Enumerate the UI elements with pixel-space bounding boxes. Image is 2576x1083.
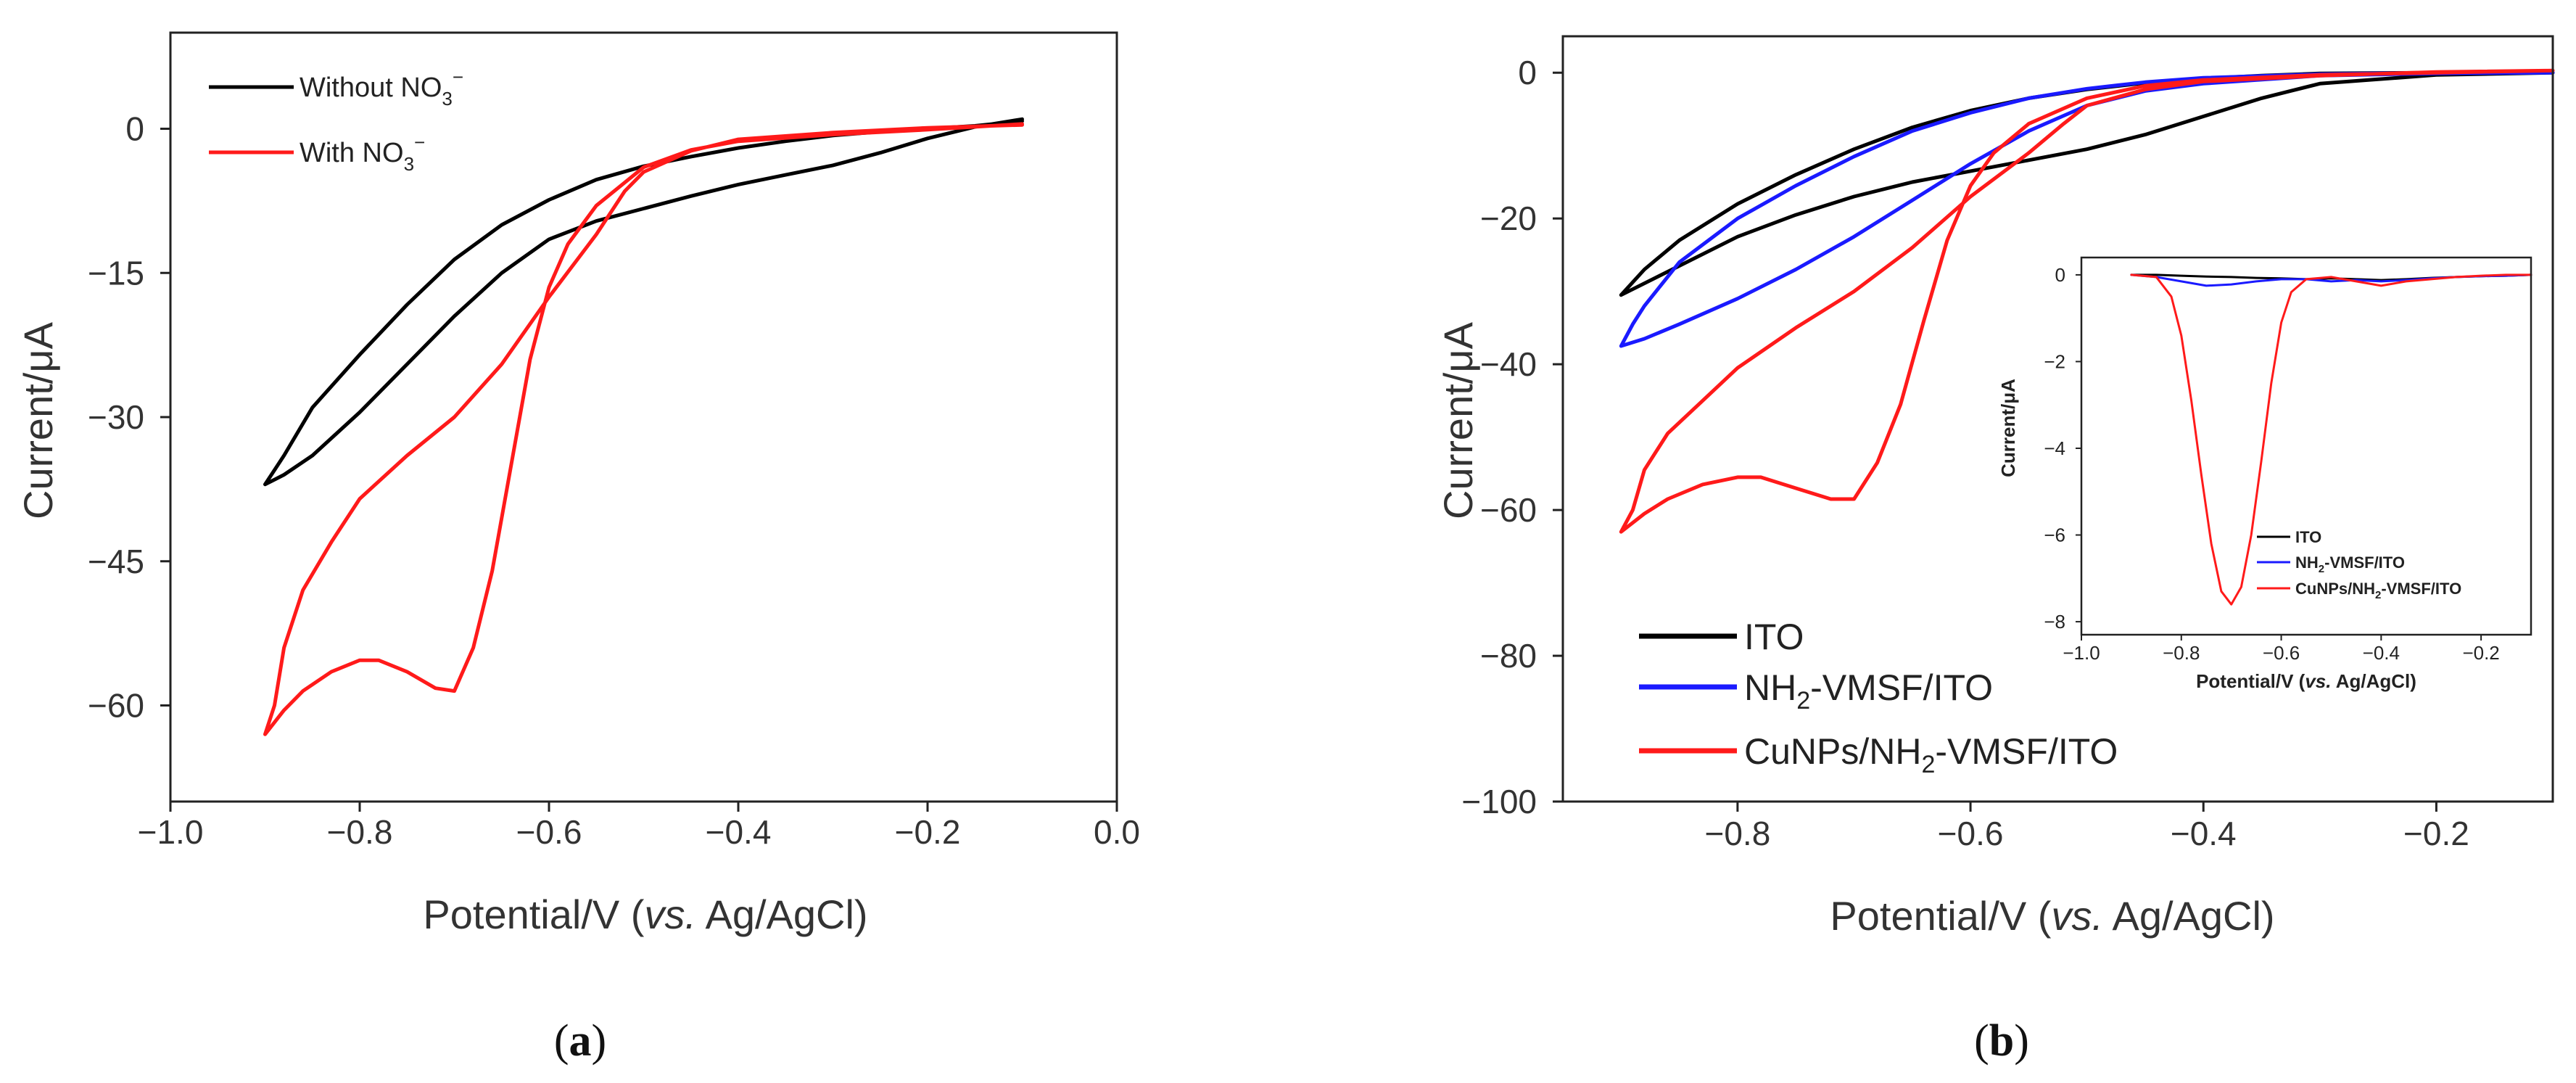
inset-background [2081,258,2531,635]
b-panel-caption: (b) [1974,1016,2029,1066]
panel-a: −1.0 −0.8 −0.6 −0.4 −0.2 0.0 0 −15 −30 −45 −60 Wit… [15,31,1140,1066]
b-plot-frame [1561,35,2554,803]
b-legend-label-cunps: CuNPs/NH2-VMSF/ITO [1744,731,2118,778]
a-y-tick-label: −60 [88,687,144,725]
a-x-tick-label: −1.0 [138,813,204,851]
b-x-tick-label: −0.2 [2403,815,2469,852]
inset-legend: ITO NH2-VMSF/ITO CuNPs/NH2-VMSF/ITO [2257,528,2461,601]
inset-series-cunps-nh2-vmsf-ito [2130,273,2532,606]
a-x-tick-label: 0.0 [1094,813,1140,851]
inset-ticks: −1.0 −0.8 −0.6 −0.4 −0.2 0 −2 −4 −6 −8 [2044,264,2499,664]
b-y-tick-label: 0 [1518,54,1537,91]
a-y-tick-label: −30 [88,398,144,436]
b-x-axis-label: Potential/V (vs. Ag/AgCl) [1830,893,2274,939]
b-legend-label-ito: ITO [1744,617,1804,657]
inset-series-group [2130,273,2532,606]
b-x-tick-label: −0.6 [1938,815,2004,852]
a-series-without-no3 [263,117,1024,487]
a-legend-label-with: With NO3− [300,131,425,175]
a-x-tick-label: −0.8 [327,813,393,851]
a-series-group [263,117,1024,736]
inset-plot-frame [2080,256,2532,636]
b-ticks: −0.8 −0.6 −0.4 −0.20−20−40−60−80−100 [1461,54,2469,852]
b-legend-label-nh2: NH2-VMSF/ITO [1744,667,1993,715]
inset-legend-label-nh2: NH2-VMSF/ITO [2295,553,2405,575]
a-panel-caption: (a) [554,1016,606,1066]
inset-x-axis-label: Potential/V (vs. Ag/AgCl) [2196,670,2416,692]
a-x-tick-label: −0.2 [895,813,961,851]
inset-y-tick-label: −6 [2044,524,2065,546]
a-y-tick-label: 0 [125,110,144,148]
inset-legend-label-ito: ITO [2295,528,2321,546]
a-y-tick-label: −15 [88,254,144,292]
b-legend: ITO NH2-VMSF/ITO CuNPs/NH2-VMSF/ITO [1639,617,2118,778]
inset-x-tick-label: −0.8 [2163,642,2200,664]
a-ticks: −1.0 −0.8 −0.6 −0.4 −0.2 0.0 0 −15 −30 −45 −60 [88,110,1140,852]
inset-x-tick-label: −0.2 [2462,642,2499,664]
b-y-axis-label: Current/μA [1435,321,1481,519]
inset-x-tick-label: −0.6 [2263,642,2300,664]
b-y-tick-label: −80 [1480,637,1537,675]
inset-y-tick-label: −8 [2044,611,2065,633]
inset-y-axis-label: Current/μA [1997,379,2019,477]
b-y-tick-label: −60 [1480,491,1537,529]
inset-x-tick-label: −0.4 [2363,642,2400,664]
a-y-tick-label: −45 [88,543,144,580]
a-legend: Without NO3− With NO3− [209,66,463,175]
b-y-tick-label: −40 [1480,345,1537,383]
a-series-with-no3 [263,122,1024,736]
inset-x-tick-label: −1.0 [2063,642,2100,664]
a-x-tick-label: −0.6 [516,813,582,851]
inset-legend-label-cunps: CuNPs/NH2-VMSF/ITO [2295,580,2461,601]
a-plot-frame [169,31,1118,803]
panel-b: −0.8 −0.6 −0.4 −0.20−20−40−60−80−100 ITO NH… [1435,35,2555,1066]
a-legend-label-without: Without NO3− [300,66,463,110]
a-y-axis-label: Current/μA [15,321,61,519]
inset-y-tick-label: −4 [2044,437,2065,459]
b-x-tick-label: −0.4 [2171,815,2237,852]
a-x-axis-label: Potential/V (vs. Ag/AgCl) [423,891,867,937]
b-inset: −1.0 −0.8 −0.6 −0.4 −0.2 0 −2 −4 −6 −8 ITO NH2-VM… [1997,256,2532,692]
b-x-tick-label: −0.8 [1704,815,1770,852]
inset-y-tick-label: 0 [2055,264,2065,286]
inset-y-tick-label: −2 [2044,350,2065,372]
b-y-tick-label: −20 [1480,199,1537,237]
b-y-tick-label: −100 [1461,783,1537,820]
a-x-tick-label: −0.4 [706,813,772,851]
b-series-group [1619,68,2555,534]
b-series-cunps-nh2-vmsf-ito [1619,68,2555,534]
